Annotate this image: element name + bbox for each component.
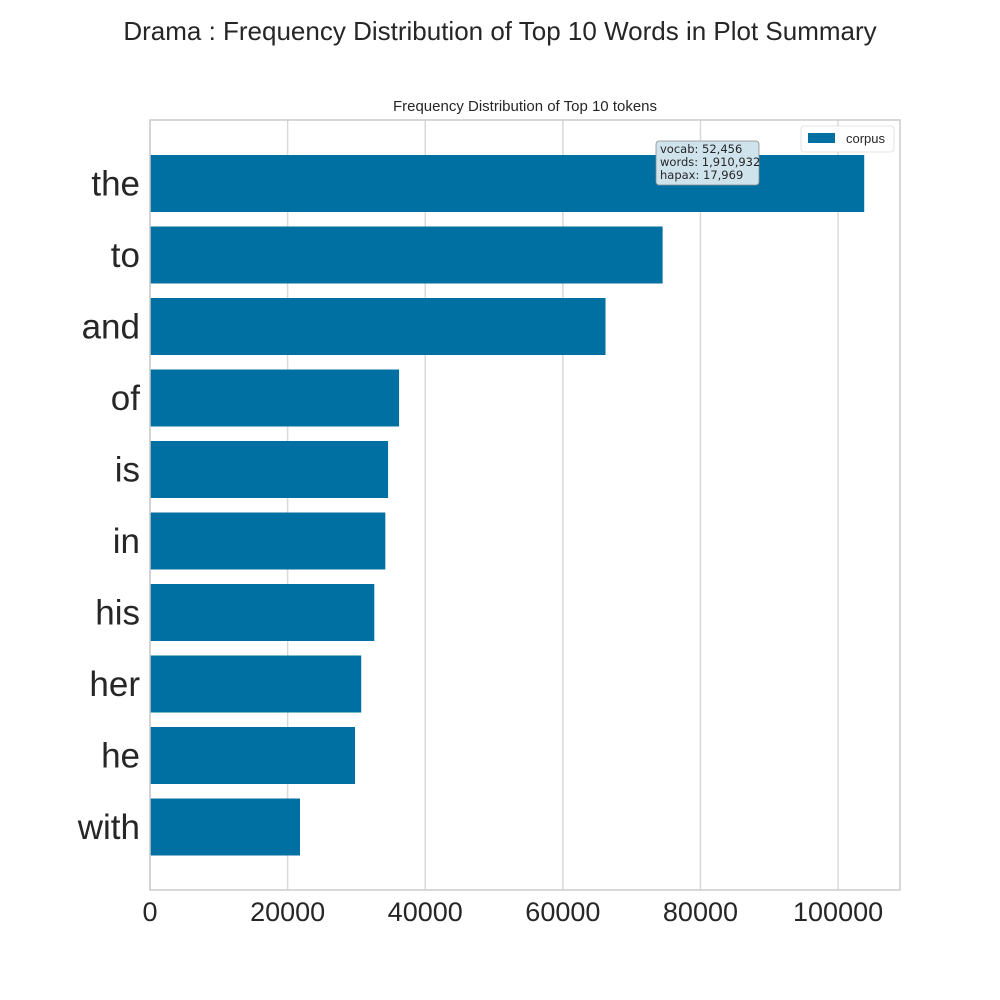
y-tick-label: of [111,379,140,418]
stats-box: vocab: 52,456 words: 1,910,932 hapax: 17… [655,140,760,186]
y-tick-label: is [115,451,140,490]
y-tick-label: his [95,594,140,633]
y-tick-label: he [101,737,140,776]
y-tick-label: with [77,808,140,847]
legend: corpus [800,125,895,153]
plot-frame [149,119,901,891]
chart-title: Frequency Distribution of Top 10 tokens [393,98,657,115]
plot-area: Frequency Distribution of Top 10 tokens … [77,98,901,927]
bar-is [150,441,389,498]
legend-swatch [808,133,835,143]
y-axis-tick-labels: the to and of is in his her he with [77,165,141,848]
bar-he [150,727,356,784]
bar-of [150,369,400,427]
y-tick-label: her [89,665,140,704]
bar-to [150,226,663,284]
legend-frame [800,125,895,153]
x-tick-label: 20000 [250,897,325,927]
stats-box-background [655,140,760,186]
bar-his [150,584,375,641]
stats-hapax: hapax: 17,969 [660,168,743,182]
stats-words: words: 1,910,932 [660,155,760,169]
bar-with [150,798,300,856]
y-tick-label: and [82,308,140,347]
x-tick-label: 100000 [793,897,883,927]
x-tick-label: 40000 [388,897,463,927]
x-tick-label: 0 [142,897,157,927]
stats-vocab: vocab: 52,456 [660,142,742,156]
bar-her [150,655,362,713]
y-tick-label: in [113,522,140,561]
legend-label: corpus [846,131,886,146]
x-tick-label: 60000 [525,897,600,927]
x-tick-label: 80000 [663,897,738,927]
bar-in [150,512,386,570]
figure-title: Drama : Frequency Distribution of Top 10… [123,16,876,46]
x-axis-tick-labels: 0 20000 40000 60000 80000 100000 [142,897,883,927]
y-tick-label: to [111,236,140,275]
bar-and [150,298,606,355]
y-tick-label: the [91,165,140,204]
